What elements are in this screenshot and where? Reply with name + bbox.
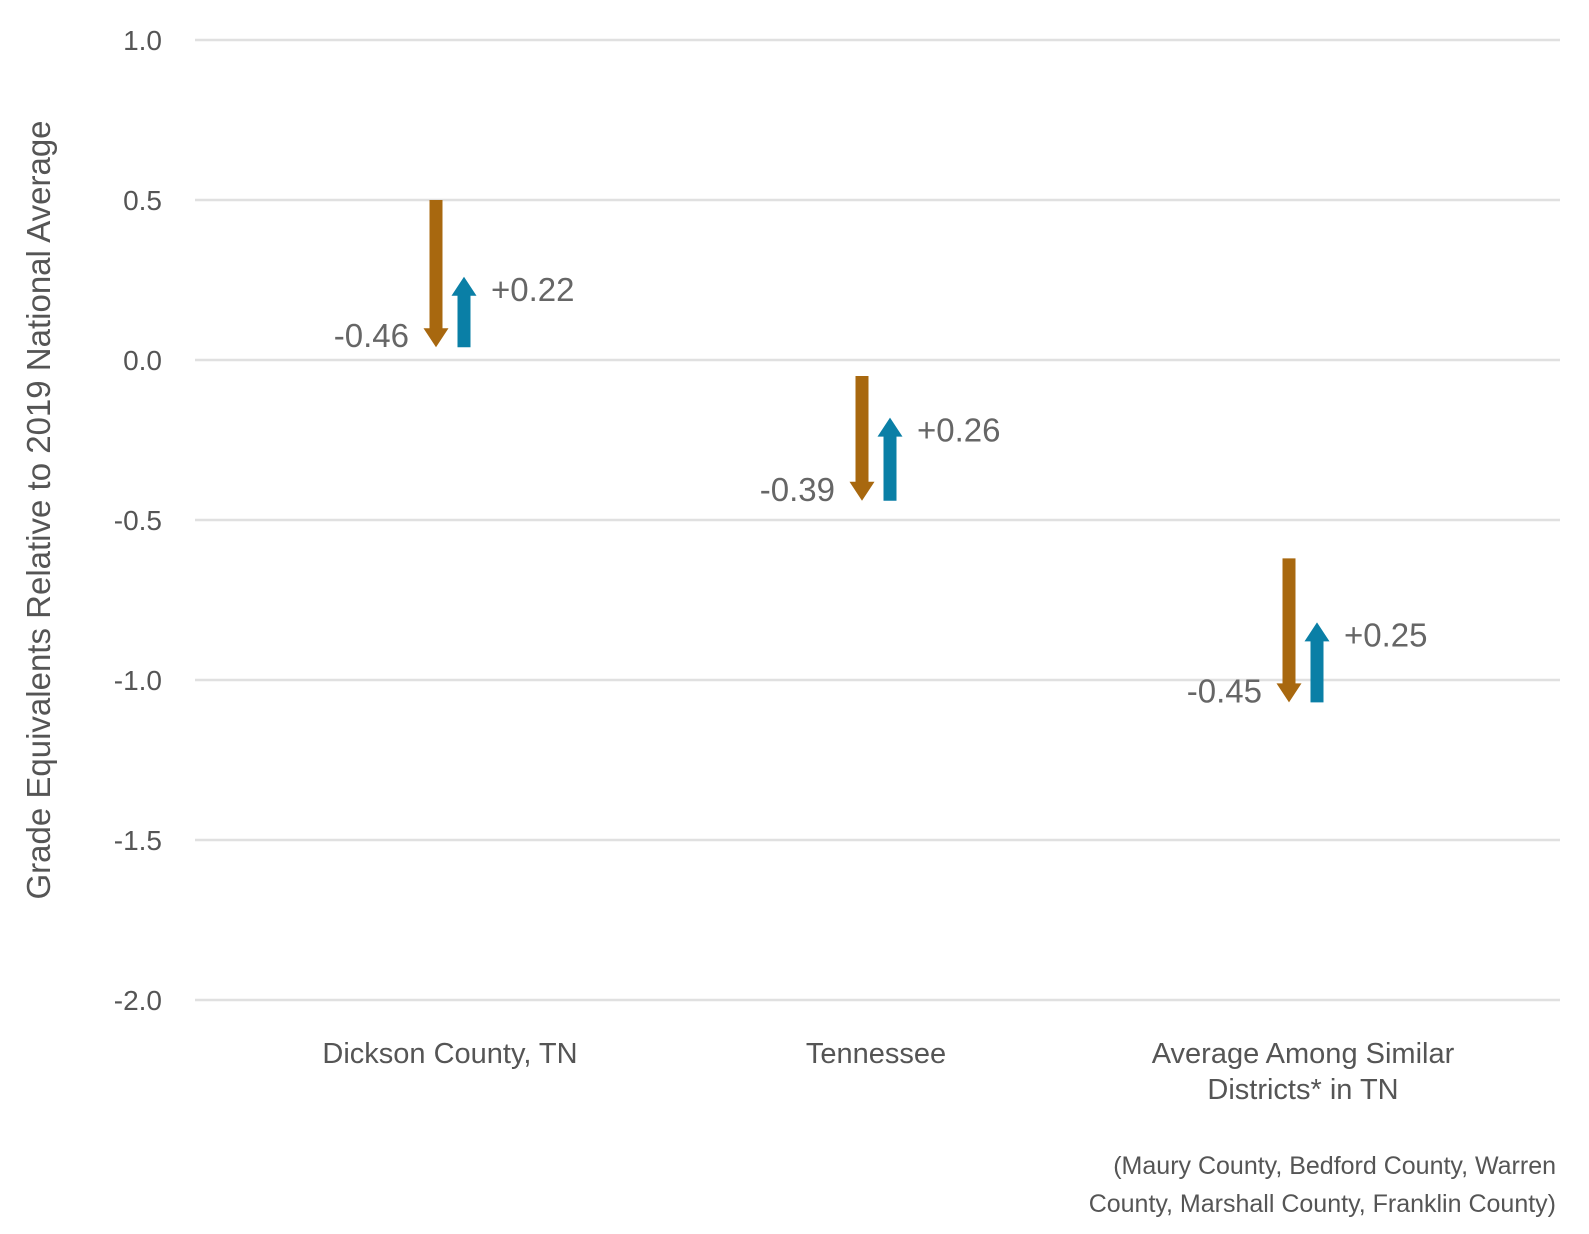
decline-label: -0.39	[760, 471, 835, 508]
y-axis-label: Grade Equivalents Relative to 2019 Natio…	[20, 120, 57, 899]
x-category-label: Tennessee	[806, 1038, 946, 1070]
y-tick-label: 0.5	[123, 185, 162, 216]
decline-label: -0.45	[1187, 672, 1262, 709]
x-category-label: Districts* in TN	[1207, 1074, 1398, 1106]
footnote-line: County, Marshall County, Franklin County…	[1089, 1190, 1556, 1218]
y-tick-label: -1.0	[114, 665, 162, 696]
gridlines	[195, 38, 1560, 1002]
arrow-marks: -0.46 +0.22 -0.39 +0.26 -0.45 +0.25	[334, 200, 1428, 709]
x-category-label: Average Among Similar	[1152, 1038, 1455, 1070]
recovery-label: +0.22	[491, 271, 575, 308]
decline-label: -0.46	[334, 317, 409, 354]
recovery-arrow	[451, 276, 477, 348]
recovery-arrow	[877, 417, 903, 501]
recovery-label: +0.26	[917, 412, 1001, 449]
y-tick-label: -1.5	[114, 825, 162, 856]
decline-arrow	[423, 200, 449, 348]
footnote: (Maury County, Bedford County, Warren Cou…	[1089, 1152, 1556, 1218]
y-tick-label: 0.0	[123, 345, 162, 376]
recovery-arrow	[1304, 622, 1330, 703]
decline-arrow	[849, 376, 875, 501]
x-axis-categories: Dickson County, TN Tennessee Average Among…	[322, 1038, 1454, 1106]
y-axis-ticks: 1.0 0.5 0.0 -0.5 -1.0 -1.5 -2.0	[114, 25, 162, 1016]
y-tick-label: -0.5	[114, 505, 162, 536]
recovery-label: +0.25	[1344, 616, 1428, 653]
y-tick-label: -2.0	[114, 985, 162, 1016]
decline-arrow	[1276, 558, 1302, 703]
y-tick-label: 1.0	[123, 25, 162, 56]
footnote-line: (Maury County, Bedford County, Warren	[1113, 1152, 1556, 1180]
x-category-label: Dickson County, TN	[322, 1038, 577, 1070]
